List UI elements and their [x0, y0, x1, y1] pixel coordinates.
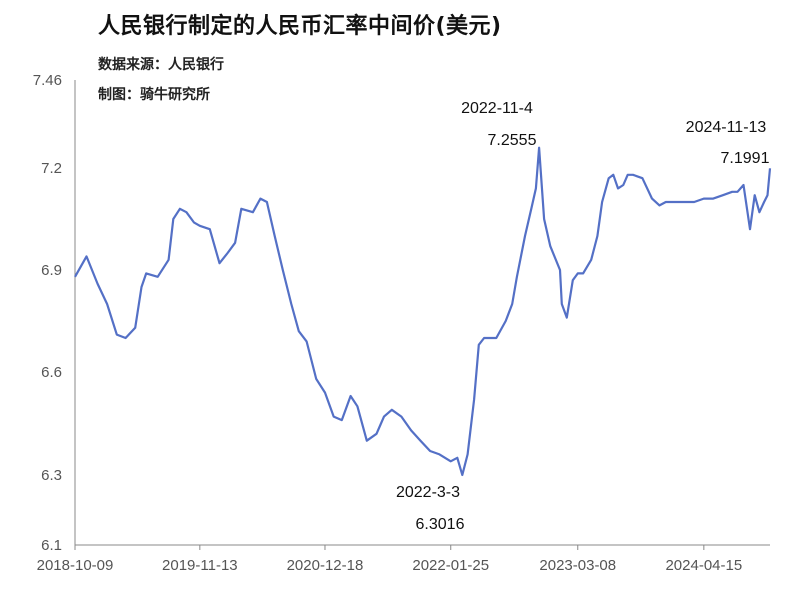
annotation-peak-value: 7.2555 [488, 132, 537, 149]
x-tick-label: 2023-03-08 [539, 557, 616, 574]
annotation-latest-value: 7.1991 [721, 150, 770, 167]
y-tick-label: 6.3 [41, 467, 62, 484]
x-tick-labels: 2018-10-09 2019-11-13 2020-12-18 2022-01-25… [37, 545, 742, 574]
x-tick-label: 2024-04-15 [665, 557, 742, 574]
y-tick-label: 6.1 [41, 537, 62, 554]
y-tick-labels: 6.1 6.3 6.6 6.9 7.2 7.46 [33, 72, 62, 554]
x-tick-label: 2019-11-13 [162, 557, 238, 574]
x-tick-label: 2020-12-18 [287, 557, 364, 574]
annotation-low-value: 6.3016 [416, 516, 465, 533]
chart-title: 人民银行制定的人民币汇率中间价(美元) [98, 14, 502, 39]
y-tick-label: 6.6 [41, 364, 62, 381]
data-source: 数据来源：人民银行 [98, 57, 224, 73]
x-tick-label: 2018-10-09 [37, 557, 114, 574]
chart-credit: 制图：骑牛研究所 [98, 87, 210, 103]
annotation-peak-date: 2022-11-4 [461, 100, 533, 117]
x-tick-label: 2022-01-25 [412, 557, 489, 574]
y-tick-label: 7.2 [41, 160, 62, 177]
y-tick-label: 7.46 [33, 72, 62, 89]
annotation-low-date: 2022-3-3 [396, 484, 460, 501]
y-tick-label: 6.9 [41, 262, 62, 279]
series-line [74, 146, 772, 477]
annotation-latest-date: 2024-11-13 [686, 119, 767, 136]
